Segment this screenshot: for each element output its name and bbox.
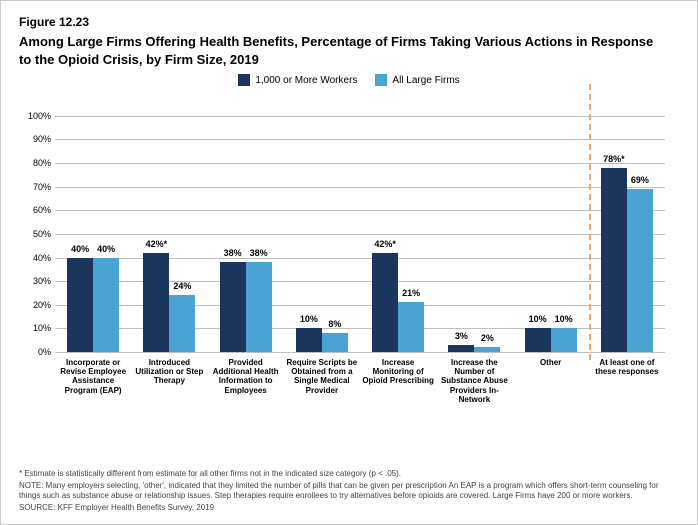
x-tick-label: At least one of these responses [589,352,665,404]
footnote-note: NOTE: Many employers selecting, 'other',… [19,481,679,502]
y-tick-label: 40% [21,253,51,263]
x-tick-label: Other [513,352,589,404]
y-tick-label: 50% [21,229,51,239]
bar-value-label: 42%* [372,239,398,249]
x-tick-label: Introduced Utilization or Step Therapy [131,352,207,404]
bar-series-a: 42%* [372,253,398,352]
bar-group: 38%38% [208,92,284,352]
bar-value-label: 78%* [601,154,627,164]
bar-value-label: 40% [93,244,119,254]
bar-series-b: 24% [169,295,195,352]
bar-groups: 40%40%42%*24%38%38%10%8%42%*21%3%2%10%10… [55,92,665,352]
legend-label-a: 1,000 or More Workers [255,75,357,86]
footnote-source: SOURCE: KFF Employer Health Benefits Sur… [19,503,679,513]
figure-number: Figure 12.23 [19,15,679,29]
bar-series-b: 8% [322,333,348,352]
bar-group: 10%8% [284,92,360,352]
bar-group: 10%10% [513,92,589,352]
bar-series-b: 2% [474,347,500,352]
bar-group: 78%*69% [589,92,665,352]
bar-series-a: 42%* [143,253,169,352]
footnote-stat: * Estimate is statistically different fr… [19,469,679,479]
plot-region: 0%10%20%30%40%50%60%70%80%90%100%40%40%4… [55,92,665,352]
y-tick-label: 30% [21,276,51,286]
y-tick-label: 60% [21,205,51,215]
bar-series-b: 10% [551,328,577,352]
bar-value-label: 69% [627,175,653,185]
y-tick-label: 100% [21,111,51,121]
bar-series-a: 3% [448,345,474,352]
y-tick-label: 0% [21,347,51,357]
bar-group: 42%*24% [131,92,207,352]
figure-container: Figure 12.23 Among Large Firms Offering … [1,1,697,414]
x-tick-label: Provided Additional Health Information t… [208,352,284,404]
bar-value-label: 38% [246,248,272,258]
bar-value-label: 40% [67,244,93,254]
bar-value-label: 10% [525,314,551,324]
legend: 1,000 or More Workers All Large Firms [19,74,679,86]
legend-swatch-a [238,74,250,86]
bar-group: 3%2% [436,92,512,352]
bar-series-a: 78%* [601,168,627,352]
bar-series-a: 38% [220,262,246,352]
y-tick-label: 70% [21,182,51,192]
bar-value-label: 2% [474,333,500,343]
y-tick-label: 10% [21,323,51,333]
x-tick-label: Increase the Number of Substance Abuse P… [436,352,512,404]
legend-swatch-b [375,74,387,86]
bar-value-label: 10% [296,314,322,324]
bar-series-a: 40% [67,258,93,353]
bar-value-label: 42%* [143,239,169,249]
legend-item-series-a: 1,000 or More Workers [238,74,357,86]
bar-value-label: 3% [448,331,474,341]
bar-series-a: 10% [296,328,322,352]
bar-group: 40%40% [55,92,131,352]
bar-value-label: 8% [322,319,348,329]
section-divider [589,84,591,360]
x-tick-label: Incorporate or Revise Employee Assistanc… [55,352,131,404]
gridline [55,352,665,353]
bar-series-b: 40% [93,258,119,353]
figure-title: Among Large Firms Offering Health Benefi… [19,33,659,68]
x-tick-label: Require Scripts be Obtained from a Singl… [284,352,360,404]
x-tick-label: Increase Monitoring of Opioid Prescribin… [360,352,436,404]
bar-series-b: 21% [398,302,424,352]
legend-item-series-b: All Large Firms [375,74,459,86]
bar-value-label: 38% [220,248,246,258]
bar-series-b: 69% [627,189,653,352]
y-tick-label: 90% [21,134,51,144]
y-tick-label: 20% [21,300,51,310]
bar-group: 42%*21% [360,92,436,352]
chart-area: 0%10%20%30%40%50%60%70%80%90%100%40%40%4… [55,92,665,352]
footnotes: * Estimate is statistically different fr… [19,469,679,514]
x-axis-labels: Incorporate or Revise Employee Assistanc… [55,352,665,404]
bar-value-label: 21% [398,288,424,298]
legend-label-b: All Large Firms [392,75,459,86]
bar-series-a: 10% [525,328,551,352]
bar-value-label: 24% [169,281,195,291]
bar-value-label: 10% [551,314,577,324]
bar-series-b: 38% [246,262,272,352]
y-tick-label: 80% [21,158,51,168]
